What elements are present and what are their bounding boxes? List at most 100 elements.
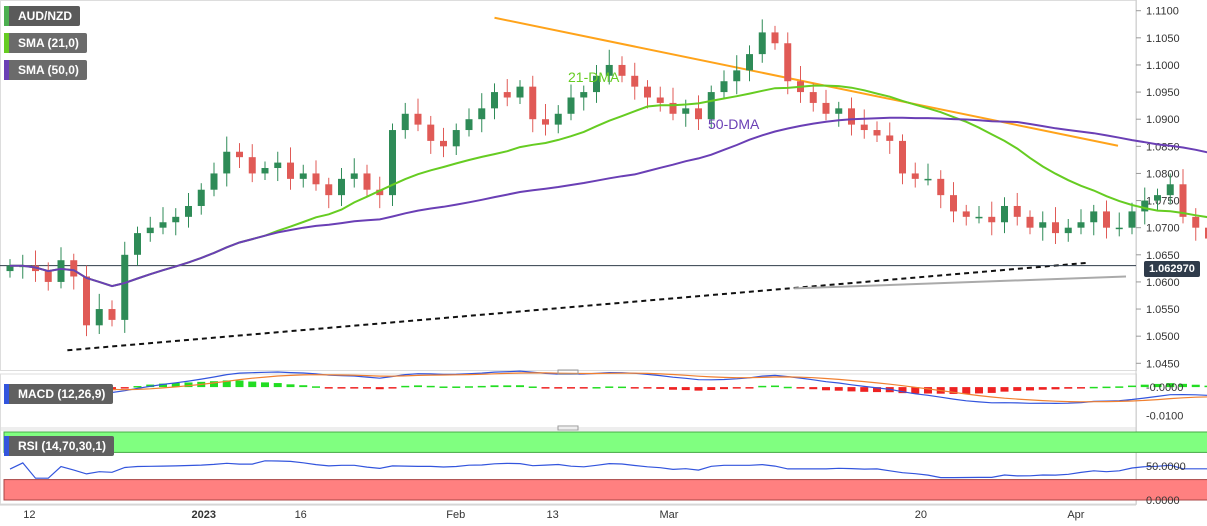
candle-body-69 — [886, 135, 894, 141]
sma21-label: SMA (21,0) — [4, 33, 87, 53]
macd-hist-bar-28 — [363, 387, 371, 389]
rsi-text: RSI (14,70,30,1) — [18, 439, 107, 453]
macd-hist-bar-62 — [796, 387, 805, 389]
macd-hist-bar-48 — [618, 386, 626, 389]
candle-body-55 — [707, 92, 715, 120]
macd-hist-bar-71 — [911, 387, 920, 394]
symbol-label: AUD/NZD — [4, 6, 80, 26]
sma21-line — [10, 84, 1207, 288]
macd-tick-label-0: -0.0000 — [1146, 382, 1183, 394]
price-tick-label-8: 1.0700 — [1146, 223, 1180, 235]
candle-body-76 — [975, 216, 983, 219]
macd-hist-bar-82 — [1051, 387, 1060, 390]
candle-body-74 — [950, 195, 957, 212]
time-tick-label-7: Apr — [1067, 509, 1084, 521]
candle-body-15 — [197, 189, 205, 206]
candle-body-48 — [618, 64, 626, 76]
candle-body-86 — [1103, 211, 1110, 228]
candle-body-93 — [1192, 216, 1200, 228]
candle-body-9 — [121, 254, 129, 320]
candle-body-63 — [809, 92, 817, 103]
candle-body-81 — [1039, 222, 1047, 228]
candle-body-22 — [287, 162, 294, 179]
macd-hist-bar-18 — [235, 380, 244, 388]
symbol-text: AUD/NZD — [18, 9, 72, 23]
candle-body-12 — [159, 222, 167, 228]
macd-hist-bar-41 — [528, 386, 537, 388]
macd-hist-bar-17 — [222, 380, 231, 388]
macd-hist-bar-63 — [809, 387, 818, 390]
horizontal-support-line — [794, 275, 1127, 290]
candle-body-83 — [1064, 227, 1072, 234]
candle-body-25 — [325, 184, 333, 196]
macd-hist-bar-25 — [324, 387, 333, 389]
macd-hist-bar-10 — [133, 386, 142, 388]
macd-hist-bar-81 — [1038, 387, 1047, 390]
candle-body-35 — [452, 130, 460, 147]
price-tick-label-10: 1.0600 — [1146, 277, 1180, 289]
dma21-annotation: 21-DMA — [568, 69, 620, 85]
candle-body-65 — [835, 108, 843, 114]
candle-body-26 — [338, 178, 345, 196]
time-tick-label-4: 13 — [547, 509, 559, 521]
macd-hist-bar-22 — [286, 384, 295, 388]
candle-body-70 — [899, 140, 906, 174]
candle-body-24 — [312, 173, 320, 185]
macd-hist-bar-84 — [1077, 387, 1085, 389]
macd-hist-bar-31 — [401, 385, 410, 388]
rsi-label: RSI (14,70,30,1) — [4, 436, 115, 456]
macd-tick-label-1: -0.0100 — [1146, 410, 1183, 422]
candle-body-23 — [299, 173, 307, 179]
macd-hist-bar-79 — [1013, 387, 1022, 391]
macd-hist-bar-64 — [822, 387, 830, 391]
candle-body-64 — [822, 102, 830, 114]
resistance-trendline — [494, 16, 1119, 147]
candle-body-37 — [478, 108, 486, 120]
candle-body-68 — [873, 130, 881, 136]
macd-hist-bar-24 — [312, 386, 320, 388]
candle-body-21 — [274, 162, 282, 169]
macd-hist-bar-89 — [1140, 384, 1149, 388]
macd-hist-bar-52 — [669, 387, 677, 390]
macd-hist-bar-70 — [898, 387, 907, 394]
macd-hist-bar-75 — [962, 387, 971, 394]
candle-body-84 — [1077, 222, 1085, 228]
price-tick-label-9: 1.0650 — [1146, 250, 1180, 262]
candle-body-28 — [363, 173, 371, 190]
candle-body-20 — [261, 168, 269, 174]
candle-body-16 — [210, 173, 218, 190]
macd-hist-bar-74 — [949, 387, 958, 394]
macd-hist-bar-12 — [159, 383, 167, 388]
macd-hist-bar-50 — [643, 387, 652, 389]
panel-splitter-1 — [557, 425, 579, 431]
price-tick-label-12: 1.0500 — [1146, 331, 1180, 343]
candle-body-34 — [440, 140, 447, 147]
rsi-line — [9, 460, 1207, 479]
macd-hist-bar-13 — [171, 382, 180, 388]
macd-hist-bar-83 — [1064, 387, 1073, 389]
macd-hist-bar-49 — [630, 387, 639, 389]
rsi-tick-label-1: 0.0000 — [1146, 495, 1180, 507]
candle-body-56 — [720, 81, 728, 93]
macd-hist-bar-34 — [439, 386, 448, 388]
candle-body-38 — [491, 92, 498, 109]
macd-hist-bar-32 — [414, 385, 422, 388]
macd-hist-bar-67 — [860, 387, 869, 392]
time-tick-label-2: 16 — [295, 509, 307, 521]
candle-body-18 — [236, 151, 243, 158]
macd-hist-bar-65 — [834, 387, 843, 391]
candle-body-78 — [1001, 205, 1008, 223]
candle-body-41 — [529, 86, 537, 120]
macd-line — [10, 370, 1207, 405]
macd-hist-bar-61 — [783, 386, 792, 389]
time-tick-label-0: 12 — [23, 509, 35, 521]
candle-body-36 — [465, 119, 473, 131]
macd-hist-bar-93 — [1191, 384, 1200, 388]
macd-hist-bar-46 — [592, 387, 601, 389]
macd-hist-bar-56 — [720, 387, 728, 390]
macd-signal-line — [10, 372, 1207, 403]
candle-body-71 — [911, 173, 919, 179]
macd-hist-bar-20 — [261, 382, 269, 388]
macd-hist-bar-23 — [299, 385, 308, 388]
candle-body-11 — [146, 227, 154, 234]
